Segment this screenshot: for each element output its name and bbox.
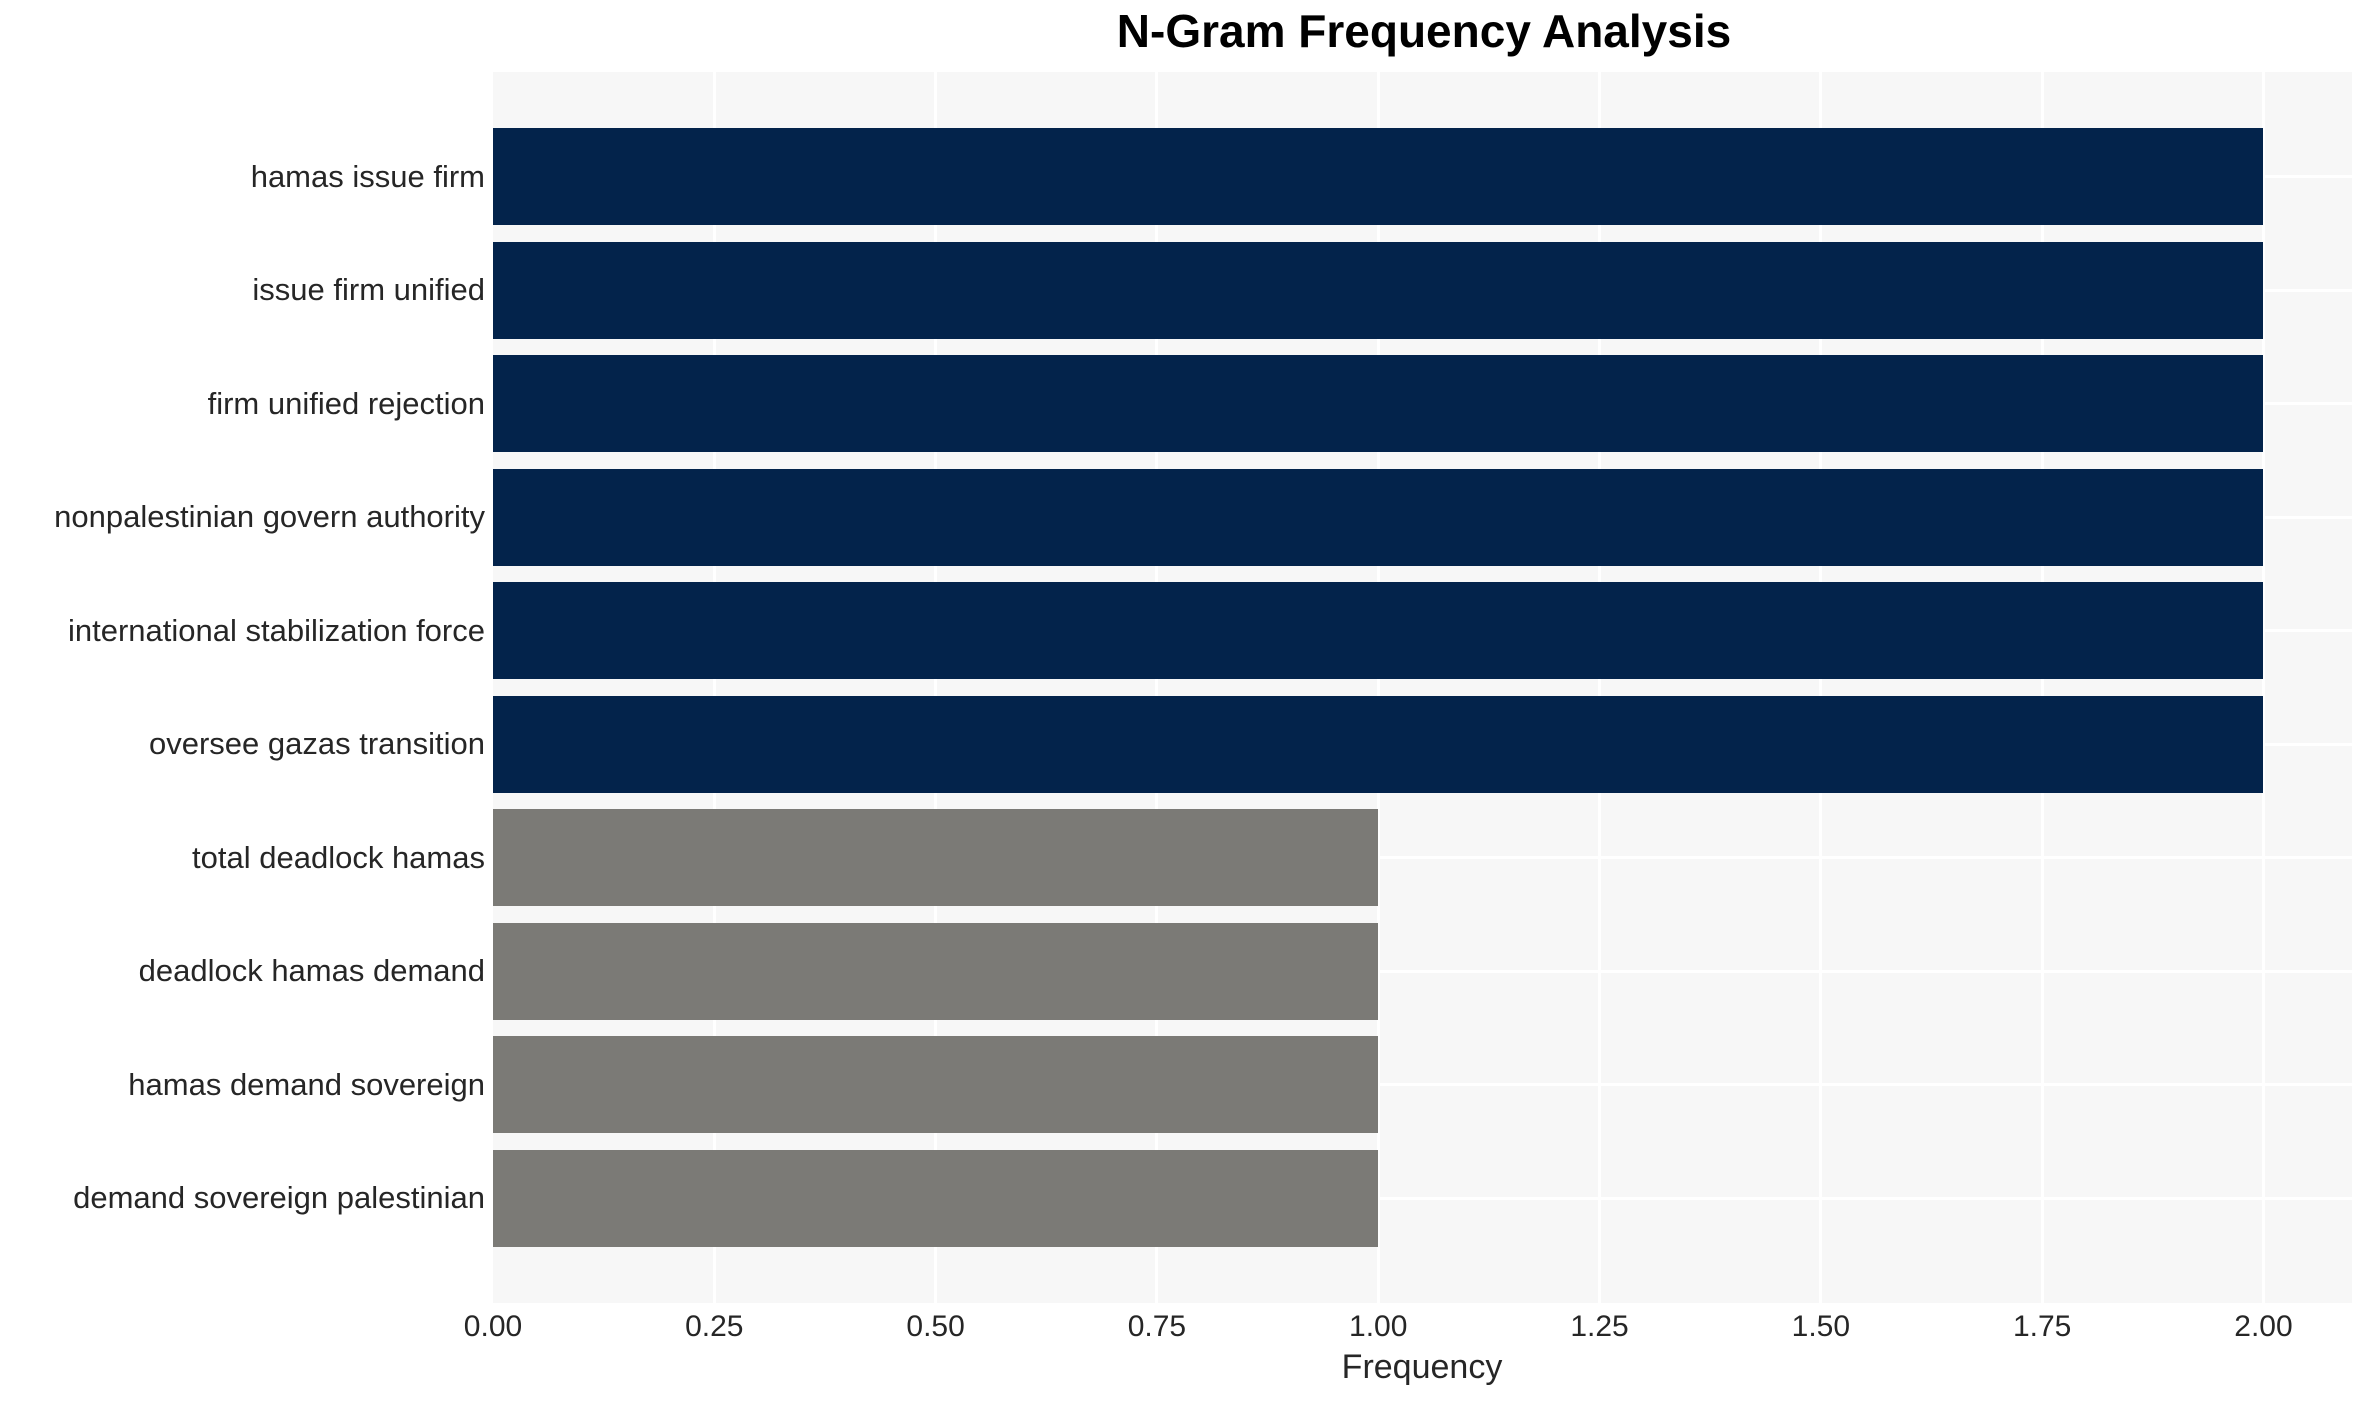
y-tick-label: issue firm unified: [252, 272, 485, 308]
y-axis: hamas issue firm issue firm unified firm u…: [0, 0, 485, 1402]
bar-issue-firm-unified: [493, 241, 2264, 339]
bar-demand-sovereign-palestinian: [493, 1149, 1379, 1247]
x-gridline: [2261, 72, 2265, 1303]
y-gridline: [493, 1196, 2352, 1200]
bar-deadlock-hamas-demand: [493, 922, 1379, 1020]
y-gridline: [493, 969, 2352, 973]
x-tick-label: 0.25: [685, 1310, 744, 1343]
x-gridline: [2040, 72, 2044, 1303]
y-tick-label: deadlock hamas demand: [138, 953, 485, 989]
y-tick-label: nonpalestinian govern authority: [54, 499, 485, 535]
y-tick-label: hamas demand sovereign: [128, 1066, 485, 1102]
x-tick-label: 2.00: [2234, 1310, 2293, 1343]
y-tick-label: oversee gazas transition: [148, 726, 485, 762]
x-gridline: [712, 72, 716, 1303]
bar-international-stabilization-force: [493, 582, 2264, 680]
y-tick-label: demand sovereign palestinian: [73, 1180, 485, 1216]
x-tick-label: 1.50: [1791, 1310, 1851, 1343]
y-tick-label: total deadlock hamas: [192, 839, 485, 875]
y-tick-label: firm unified rejection: [207, 385, 485, 421]
bar-firm-unified-rejection: [493, 355, 2264, 453]
y-tick-label: international stabilization force: [67, 612, 485, 648]
bar-nonpalestinian-govern-authority: [493, 468, 2264, 566]
y-gridline: [493, 1083, 2352, 1087]
x-tick-label: 0.75: [1127, 1310, 1187, 1343]
chart-title: N-Gram Frequency Analysis: [1116, 5, 1732, 57]
x-tick-label: 1.75: [2012, 1310, 2072, 1343]
x-gridline: [1376, 72, 1380, 1303]
x-axis-title: Frequency: [1341, 1348, 1503, 1386]
bar-total-deadlock-hamas: [493, 809, 1379, 907]
x-gridline: [1819, 72, 1823, 1303]
bar-hamas-issue-firm: [493, 128, 2264, 226]
bar-oversee-gazas-transition: [493, 695, 2264, 793]
y-tick-label: hamas issue firm: [250, 158, 485, 194]
y-gridline: [493, 856, 2352, 860]
x-tick-label: 1.25: [1570, 1310, 1629, 1343]
x-tick-label: 1.00: [1349, 1310, 1408, 1343]
x-gridline: [1155, 72, 1159, 1303]
plot-area: [493, 72, 2352, 1303]
x-gridline: [934, 72, 938, 1303]
bar-hamas-demand-sovereign: [493, 1036, 1379, 1134]
x-gridline: [1598, 72, 1602, 1303]
x-tick-label: 0.50: [906, 1310, 965, 1343]
